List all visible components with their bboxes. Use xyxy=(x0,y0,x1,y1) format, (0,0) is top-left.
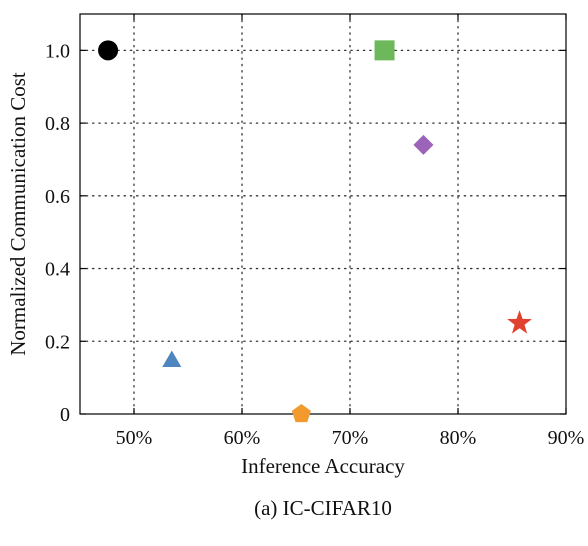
x-axis-label: Inference Accuracy xyxy=(241,454,405,478)
data-point-circle xyxy=(98,40,119,61)
y-tick-label: 0.8 xyxy=(45,113,70,135)
grid-lines xyxy=(79,13,567,415)
data-point-star xyxy=(507,310,532,334)
data-points xyxy=(98,40,532,423)
x-tick-label: 50% xyxy=(116,427,153,449)
y-tick-labels: 0 0.2 0.4 0.6 0.8 1.0 xyxy=(45,40,70,426)
y-tick-label: 0.2 xyxy=(45,331,70,353)
x-tick-labels: 50% 60% 70% 80% 90% xyxy=(116,427,585,449)
data-point-square xyxy=(374,40,395,61)
y-tick-label: 0.6 xyxy=(45,186,70,208)
data-point-pentagon xyxy=(291,404,311,423)
x-tick-label: 70% xyxy=(332,427,369,449)
x-tick-label: 90% xyxy=(548,427,585,449)
x-tick-label: 60% xyxy=(224,427,261,449)
y-axis-label: Normalized Communication Cost xyxy=(6,72,30,356)
data-point-triangle xyxy=(162,350,182,367)
data-point-diamond xyxy=(413,134,434,155)
chart-caption: (a) IC-CIFAR10 xyxy=(254,496,392,520)
x-tick-label: 80% xyxy=(440,427,477,449)
axis-ticks xyxy=(80,14,567,415)
y-tick-label: 1.0 xyxy=(45,40,70,62)
y-tick-label: 0 xyxy=(60,404,70,426)
plot-frame xyxy=(79,13,567,415)
y-tick-label: 0.4 xyxy=(45,259,70,281)
